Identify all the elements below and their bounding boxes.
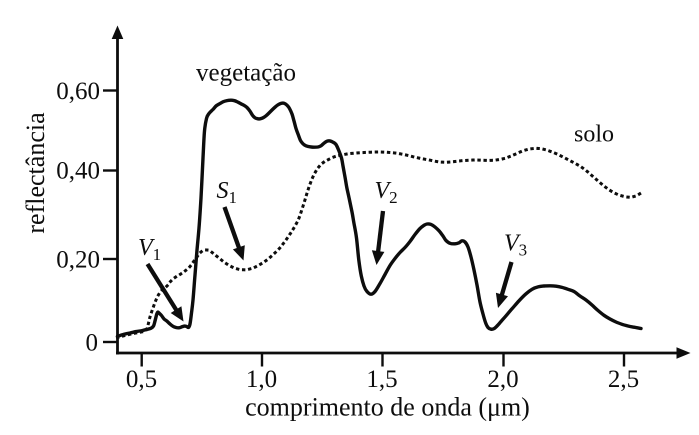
svg-text:comprimento de onda (μm): comprimento de onda (μm) [245,393,530,422]
svg-text:0,40: 0,40 [56,158,100,185]
svg-text:reflectância: reflectância [21,112,50,234]
svg-text:1,0: 1,0 [246,366,277,393]
svg-text:1,5: 1,5 [366,366,397,393]
svg-text:0,5: 0,5 [126,366,157,393]
svg-text:vegetação: vegetação [196,60,296,87]
svg-text:solo: solo [574,122,614,148]
svg-text:0,60: 0,60 [56,78,100,105]
svg-text:0,20: 0,20 [56,247,100,274]
svg-text:0: 0 [86,330,99,357]
svg-text:2,5: 2,5 [608,366,639,393]
svg-text:2,0: 2,0 [487,366,518,393]
